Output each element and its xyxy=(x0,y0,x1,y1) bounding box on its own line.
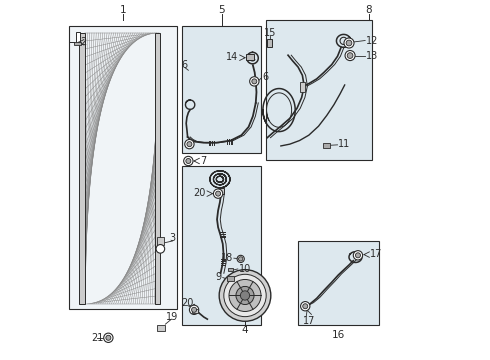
Circle shape xyxy=(106,335,111,340)
Circle shape xyxy=(104,333,113,342)
Text: 2: 2 xyxy=(80,37,86,46)
Bar xyxy=(79,33,85,304)
Bar xyxy=(155,33,160,304)
Circle shape xyxy=(239,257,243,261)
Bar xyxy=(300,82,305,92)
Circle shape xyxy=(187,141,192,147)
Circle shape xyxy=(353,251,363,260)
Circle shape xyxy=(347,53,353,58)
Bar xyxy=(228,268,233,271)
Circle shape xyxy=(224,274,266,317)
Text: 6: 6 xyxy=(181,60,187,70)
Circle shape xyxy=(345,50,355,60)
Text: 14: 14 xyxy=(225,52,238,62)
Circle shape xyxy=(303,304,308,309)
Circle shape xyxy=(250,77,259,86)
Text: 7: 7 xyxy=(200,156,206,166)
Text: 20: 20 xyxy=(181,298,194,308)
Text: 15: 15 xyxy=(264,28,276,38)
Text: 5: 5 xyxy=(219,5,225,15)
Circle shape xyxy=(344,38,354,48)
Bar xyxy=(76,32,80,44)
Circle shape xyxy=(219,270,271,321)
Text: 10: 10 xyxy=(239,264,251,274)
Bar xyxy=(267,40,272,47)
Bar xyxy=(69,26,177,309)
Text: 3: 3 xyxy=(170,233,175,243)
Bar xyxy=(192,309,198,314)
Bar xyxy=(157,325,166,330)
Bar xyxy=(246,54,254,60)
Circle shape xyxy=(184,156,193,166)
Text: 4: 4 xyxy=(242,325,248,335)
Text: 17: 17 xyxy=(370,248,382,258)
Circle shape xyxy=(192,307,196,312)
Circle shape xyxy=(190,305,199,315)
Circle shape xyxy=(186,158,191,163)
Text: 21: 21 xyxy=(91,333,103,343)
Bar xyxy=(182,26,261,153)
Circle shape xyxy=(355,253,361,258)
Circle shape xyxy=(214,189,223,198)
Text: 8: 8 xyxy=(366,5,372,15)
Bar xyxy=(227,276,234,281)
Bar xyxy=(323,143,330,148)
Text: 13: 13 xyxy=(366,50,378,60)
Bar xyxy=(157,237,164,244)
Circle shape xyxy=(229,279,261,311)
Text: 6: 6 xyxy=(262,72,269,82)
Bar xyxy=(182,166,261,325)
Text: 12: 12 xyxy=(366,36,378,45)
Circle shape xyxy=(237,255,245,262)
Circle shape xyxy=(216,191,220,196)
Text: 16: 16 xyxy=(332,330,345,340)
Bar xyxy=(298,241,379,325)
Bar xyxy=(218,188,224,194)
Circle shape xyxy=(236,287,254,305)
Circle shape xyxy=(241,291,249,300)
Text: 17: 17 xyxy=(303,316,316,325)
Bar xyxy=(266,21,371,160)
Circle shape xyxy=(252,79,257,84)
Bar xyxy=(74,42,81,45)
Text: 11: 11 xyxy=(338,139,350,149)
Text: 18: 18 xyxy=(221,253,233,263)
Text: 20: 20 xyxy=(193,188,205,198)
Text: 1: 1 xyxy=(120,5,126,15)
Circle shape xyxy=(156,244,165,253)
Circle shape xyxy=(346,40,352,46)
Text: 19: 19 xyxy=(167,312,179,322)
Circle shape xyxy=(300,302,310,311)
Text: 9: 9 xyxy=(216,272,221,282)
Circle shape xyxy=(185,139,194,149)
